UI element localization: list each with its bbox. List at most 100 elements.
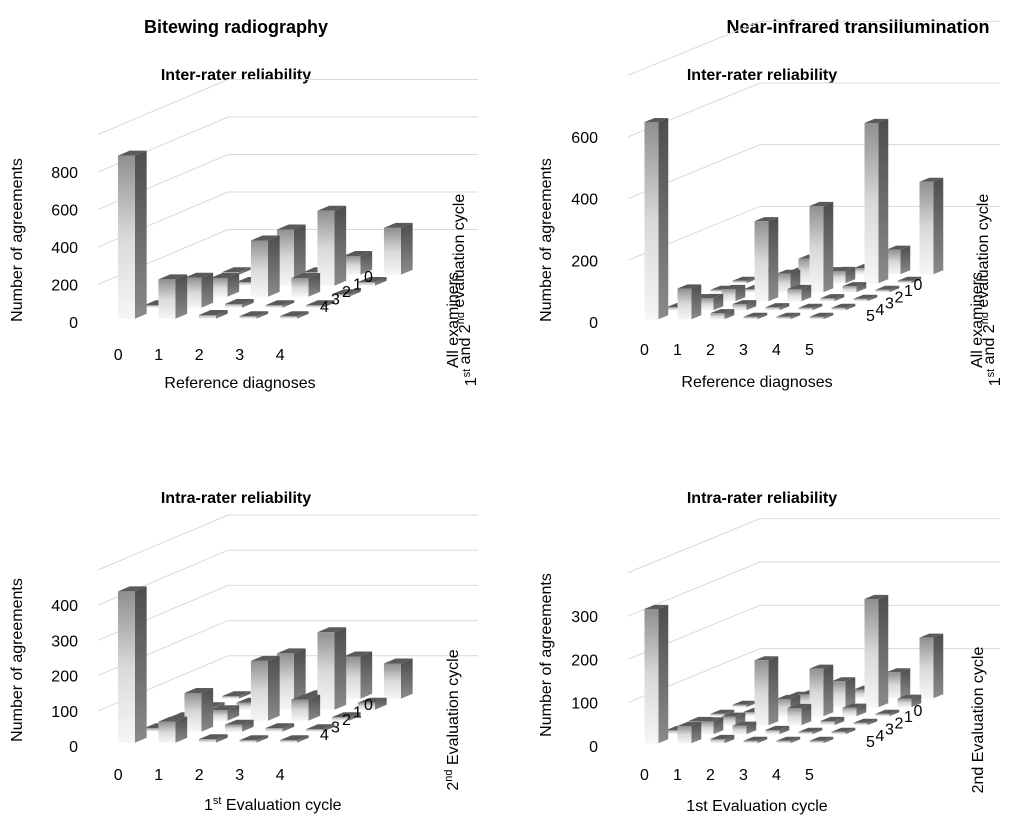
z-tick-label: 1: [904, 709, 913, 726]
x-tick-label: 0: [114, 767, 123, 784]
bar-x2-z2: [250, 235, 280, 297]
z-axis-title: 2nd Evaluation cycle: [443, 649, 462, 790]
bar-x4-z5: [886, 668, 911, 699]
x-tick-label: 2: [195, 347, 204, 364]
bar-x3-z0: [743, 736, 768, 744]
bar-x5-z4: [897, 694, 922, 708]
gridline: [627, 82, 1000, 138]
z-tick-label: 4: [876, 302, 885, 319]
bar-x3-z0: [239, 311, 269, 319]
gridline: [627, 518, 1000, 574]
y-tick-label: 300: [571, 609, 598, 626]
gridline: [627, 144, 1000, 200]
x-tick-label: 3: [739, 342, 748, 359]
bar-x3-z2: [787, 703, 812, 726]
bar-x4-z3: [357, 277, 387, 286]
bar-x4-z1: [305, 300, 335, 308]
x-tick-label: 3: [739, 767, 748, 784]
bar-x2-z1: [224, 719, 254, 732]
bar-x3-z1: [265, 300, 295, 308]
z-tick-label: 4: [320, 299, 329, 316]
bar-x3-z4: [343, 651, 373, 699]
bar-x1-z1: [699, 717, 724, 735]
z-tick-label: 2: [895, 715, 904, 732]
y-tick-label: 200: [571, 652, 598, 669]
bar-x2-z0: [710, 309, 735, 320]
bar-x4-z4: [383, 222, 413, 275]
y-axis-title: Number of agreements: [9, 158, 26, 322]
bar-x5-z5: [919, 177, 944, 275]
z-tick-label: 4: [876, 728, 885, 745]
bar-x4-z0: [279, 311, 309, 319]
section-title-bitewing: Bitewing radiography: [144, 17, 328, 37]
bar-x3-z1: [765, 303, 790, 311]
z-tick-label: 0: [364, 697, 373, 714]
bar-x3-z4: [831, 677, 856, 708]
gridline: [97, 584, 478, 641]
bar-x1-z1: [184, 272, 214, 308]
x-tick-label: 4: [772, 342, 781, 359]
bar-x3-z2: [291, 273, 321, 297]
x-axis-title: 1st Evaluation cycle: [686, 798, 828, 815]
bar-x4-z0: [279, 735, 309, 743]
z-tick-label: 1: [904, 283, 913, 300]
y-tick-label: 200: [51, 669, 78, 686]
gridline: [97, 116, 478, 173]
panel-title: Intra-rater reliability: [161, 490, 311, 507]
x-tick-label: 0: [640, 767, 649, 784]
z-tick-label: 0: [914, 277, 923, 294]
y-axis-title: Number of agreements: [9, 578, 26, 742]
x-tick-label: 0: [640, 342, 649, 359]
z-tick-label: 3: [331, 292, 340, 309]
x-axis-title: Reference diagnoses: [164, 375, 315, 392]
y-tick-label: 0: [589, 315, 598, 332]
bar-x4-z2: [331, 712, 361, 721]
bar-x3-z2: [787, 284, 812, 302]
z-tick-label: 5: [866, 308, 875, 325]
z-tick-label: 3: [885, 722, 894, 739]
panel-title: Inter-rater reliability: [161, 67, 311, 84]
bar-x1-z0: [677, 284, 702, 320]
bar-x4-z4: [864, 594, 889, 708]
bar-x4-z1: [798, 303, 823, 311]
gridline: [97, 154, 478, 210]
y-tick-label: 300: [51, 633, 78, 650]
y-tick-label: 800: [51, 165, 78, 182]
bar-x2-z0: [198, 310, 228, 319]
bar-x3-z0: [743, 312, 768, 320]
bar-x3-z3: [317, 205, 347, 286]
x-tick-label: 2: [706, 342, 715, 359]
bar-x3-z3: [317, 627, 347, 710]
bar-x5-z2: [853, 294, 878, 302]
x-tick-label: 5: [805, 342, 814, 359]
bar-x5-z3: [875, 285, 900, 293]
y-tick-label: 100: [571, 696, 598, 713]
bar-x2-z3: [276, 648, 306, 710]
z-tick-label: 1: [353, 705, 362, 722]
bar-x0-z0: [117, 150, 147, 319]
z-axis-title: 2nd Evaluation cycle: [970, 647, 987, 794]
section-title-nir: Near-infrared transillumination: [726, 17, 989, 37]
bar-x0-z4: [732, 700, 757, 708]
bar-x0-z0: [644, 117, 669, 320]
x-tick-label: 4: [772, 767, 781, 784]
x-axis-title: 1st Evaluation cycle: [204, 795, 342, 814]
z-tick-label: 2: [342, 712, 351, 729]
bar-x1-z2: [210, 705, 240, 721]
panel-title: Inter-rater reliability: [687, 67, 837, 84]
x-tick-label: 1: [154, 767, 163, 784]
x-tick-label: 2: [195, 767, 204, 784]
x-tick-label: 3: [235, 347, 244, 364]
z-tick-label: 3: [331, 720, 340, 737]
gridline: [97, 549, 478, 606]
x-tick-label: 1: [673, 342, 682, 359]
z-tick-label: 2: [342, 284, 351, 301]
bar-x1-z2: [721, 284, 746, 302]
gridline: [627, 561, 1000, 617]
z-tick-label: 0: [914, 703, 923, 720]
bar-x4-z2: [331, 289, 361, 297]
x-tick-label: 0: [114, 347, 123, 364]
